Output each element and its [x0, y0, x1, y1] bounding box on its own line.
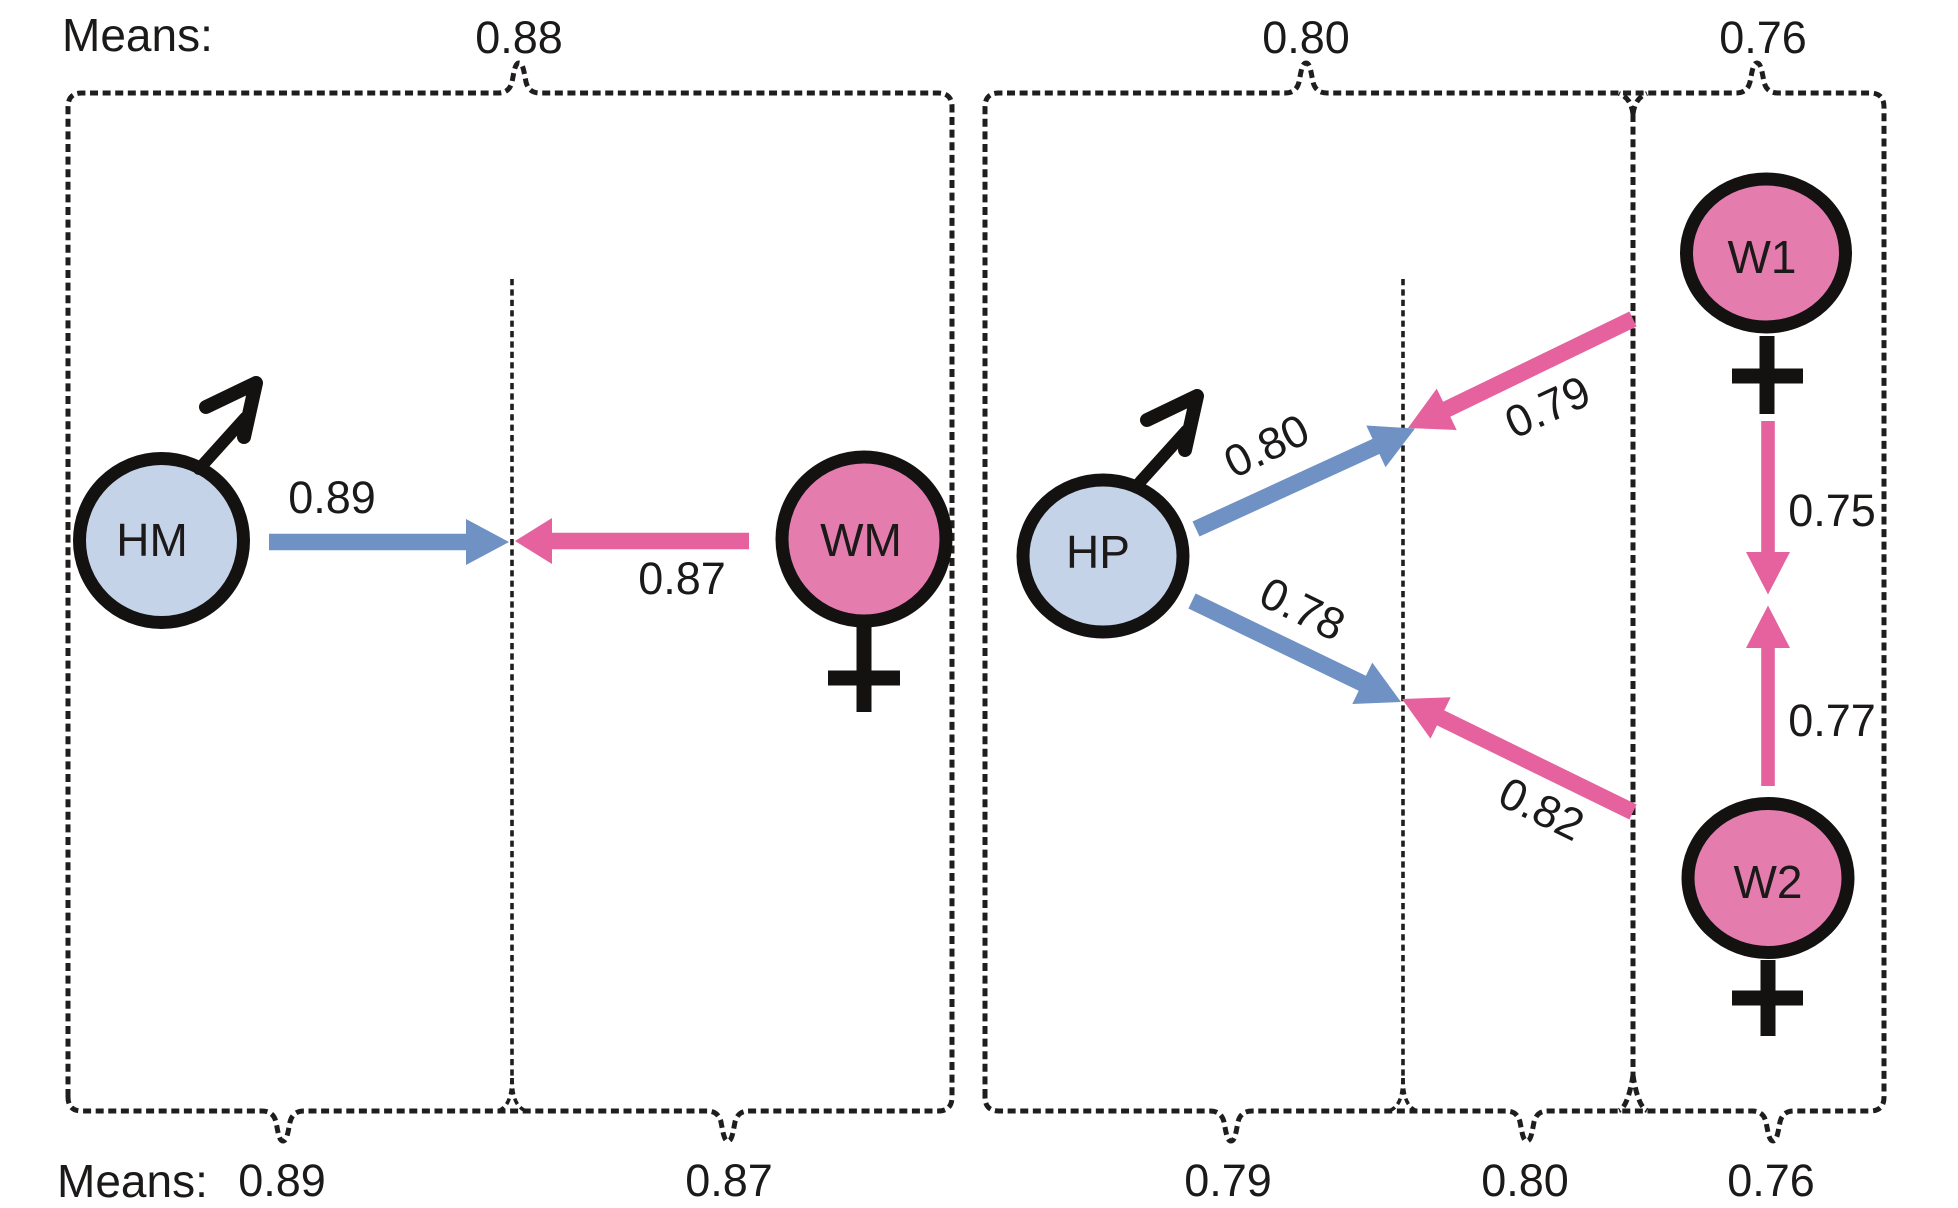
svg-text:Means:: Means:: [57, 1155, 208, 1207]
svg-text:0.88: 0.88: [475, 12, 563, 63]
svg-text:0.80: 0.80: [1481, 1155, 1569, 1206]
svg-text:HP: HP: [1066, 526, 1130, 578]
svg-text:W2: W2: [1734, 856, 1803, 908]
svg-text:0.76: 0.76: [1719, 12, 1807, 63]
svg-text:0.87: 0.87: [638, 553, 726, 604]
svg-text:WM: WM: [820, 514, 902, 566]
svg-text:0.79: 0.79: [1184, 1155, 1272, 1206]
svg-text:Means:: Means:: [62, 9, 213, 61]
svg-text:0.75: 0.75: [1788, 485, 1876, 536]
svg-text:0.76: 0.76: [1727, 1155, 1815, 1206]
svg-text:HM: HM: [116, 514, 188, 566]
svg-text:0.89: 0.89: [238, 1155, 326, 1206]
svg-text:0.87: 0.87: [685, 1155, 773, 1206]
svg-text:0.80: 0.80: [1262, 12, 1350, 63]
svg-text:0.89: 0.89: [288, 472, 376, 523]
svg-text:W1: W1: [1728, 231, 1797, 283]
svg-text:0.77: 0.77: [1788, 695, 1876, 746]
